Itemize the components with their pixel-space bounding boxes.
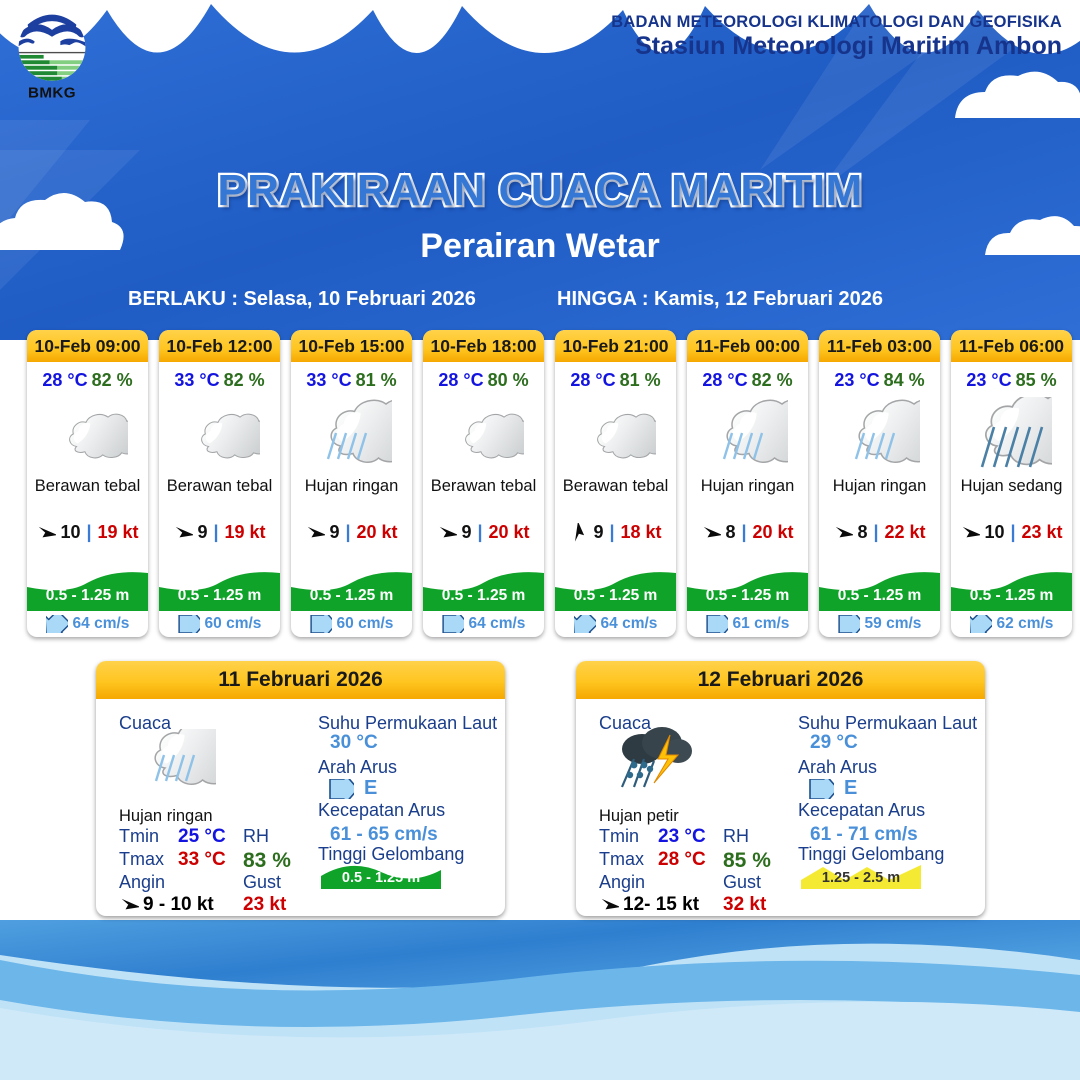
svg-text:BMKG: BMKG [28, 85, 76, 102]
